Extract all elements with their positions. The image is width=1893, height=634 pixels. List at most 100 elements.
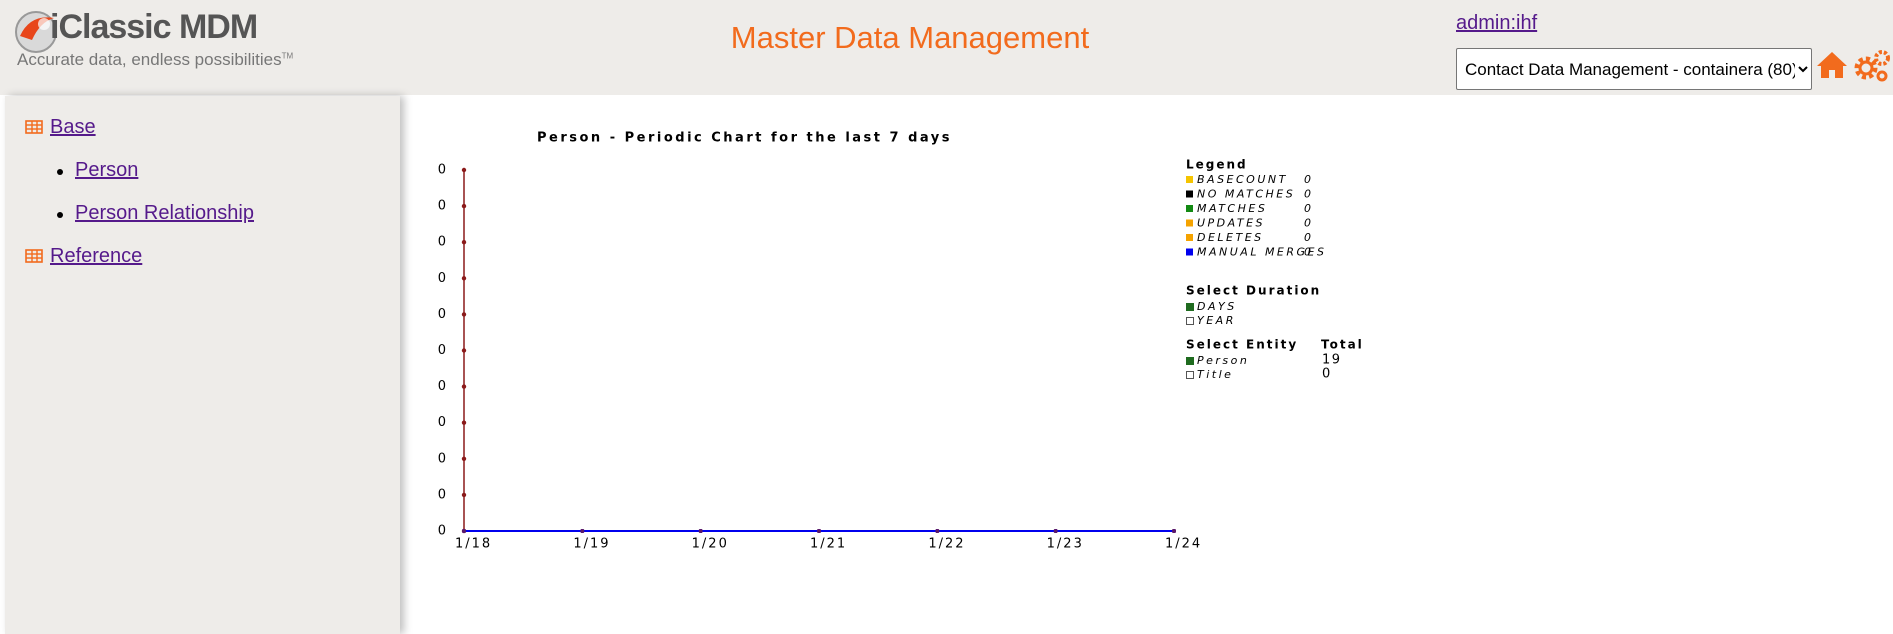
legend-swatch: [1186, 205, 1193, 212]
axis-dot: [461, 420, 467, 425]
y-tick-label: 0: [438, 524, 446, 539]
nav-group-link[interactable]: Base: [50, 116, 96, 138]
axis-dot: [461, 240, 467, 245]
legend-label: MATCHES: [1197, 202, 1267, 215]
legend-swatch: [1186, 219, 1193, 227]
data-point: [580, 529, 585, 533]
data-point: [462, 529, 466, 533]
data-point: [935, 529, 940, 533]
table-icon: [25, 249, 43, 263]
data-point: [1172, 529, 1176, 533]
data-point: [1053, 529, 1058, 533]
data-point: [935, 529, 940, 533]
data-point: [1053, 529, 1058, 533]
data-point: [698, 529, 703, 533]
legend-label: Title: [1197, 368, 1233, 381]
y-tick-label: 0: [438, 487, 446, 502]
legend-heading: Select Entity: [1186, 338, 1298, 352]
legend-value: 0: [1304, 231, 1311, 244]
user-link[interactable]: admin:ihf: [1456, 12, 1538, 34]
y-tick-label: 0: [438, 235, 446, 250]
axis-dot: [461, 528, 467, 534]
home-icon[interactable]: [1816, 50, 1848, 80]
settings-icon[interactable]: [1852, 48, 1892, 82]
data-point: [1053, 529, 1058, 533]
x-tick-label: 1/24: [1165, 537, 1202, 552]
axis-dot: [461, 276, 467, 281]
sidebar: Base Person Person Relationship Reference: [5, 96, 400, 634]
data-point: [935, 529, 940, 533]
axis-dot: [461, 348, 467, 353]
data-point: [580, 529, 585, 533]
bullet: [57, 169, 63, 175]
legend-swatch: [1186, 176, 1193, 183]
y-tick-label: 0: [438, 271, 446, 286]
legend-label: DAYS: [1197, 300, 1237, 313]
data-point: [817, 529, 821, 533]
data-point: [935, 529, 940, 533]
y-tick-label: 0: [438, 415, 446, 430]
legend-heading: Legend: [1186, 158, 1248, 172]
data-point: [462, 529, 466, 533]
data-point: [462, 529, 466, 533]
data-point: [1172, 529, 1176, 533]
data-point: [817, 529, 821, 533]
data-point: [580, 529, 585, 533]
axis-dot: [461, 384, 467, 389]
legend-swatch: [1186, 234, 1193, 241]
y-tick-label: 0: [438, 379, 446, 394]
container-select[interactable]: Contact Data Management - containera (80…: [1456, 48, 1812, 90]
legend-heading: Select Duration: [1186, 284, 1321, 298]
nav-item-link[interactable]: Person Relationship: [75, 202, 254, 224]
data-point: [817, 529, 821, 533]
x-tick-label: 1/21: [810, 537, 847, 552]
data-point: [580, 529, 585, 533]
y-tick-label: 0: [438, 163, 446, 178]
data-point: [1172, 529, 1176, 533]
legend-value: 0: [1304, 173, 1311, 186]
duration-option-box: [1186, 303, 1194, 311]
y-tick-label: 0: [438, 199, 446, 214]
legend-label: NO MATCHES: [1197, 188, 1295, 201]
legend-label: Person: [1197, 354, 1249, 367]
bullet: [57, 212, 63, 218]
legend-label: YEAR: [1197, 314, 1236, 327]
legend-heading: Total: [1321, 338, 1364, 352]
data-point: [698, 529, 703, 533]
data-point: [698, 529, 703, 533]
data-point: [698, 529, 703, 533]
y-tick-label: 0: [438, 307, 446, 322]
data-point: [1053, 529, 1058, 533]
legend-value: 0: [1304, 202, 1311, 215]
data-point: [462, 529, 466, 533]
axis-dot: [461, 167, 467, 173]
legend-label: UPDATES: [1197, 217, 1265, 230]
entity-total: 19: [1322, 353, 1342, 368]
x-tick-label: 1/23: [1047, 537, 1084, 552]
nav-item-link[interactable]: Person: [75, 159, 139, 181]
axis-dot: [461, 312, 467, 317]
data-point: [698, 529, 703, 533]
data-point: [817, 529, 821, 533]
legend-swatch: [1186, 248, 1193, 256]
logo-icon: [15, 11, 57, 53]
data-point: [817, 529, 821, 533]
legend-label: DELETES: [1197, 231, 1264, 244]
entity-option-box: [1186, 357, 1194, 365]
data-point: [580, 529, 585, 533]
data-point: [935, 529, 940, 533]
data-point: [1172, 529, 1176, 533]
x-tick-label: 1/20: [692, 537, 729, 552]
data-point: [698, 529, 703, 533]
entity-option-box: [1186, 371, 1194, 379]
data-point: [580, 529, 585, 533]
axis-dot: [461, 492, 467, 498]
data-point: [462, 529, 466, 533]
axis-dot: [461, 456, 467, 461]
x-tick-label: 1/18: [455, 537, 492, 552]
nav-group-link[interactable]: Reference: [50, 245, 143, 267]
x-tick-label: 1/19: [573, 537, 610, 552]
data-point: [462, 529, 466, 533]
table-icon: [25, 120, 43, 134]
